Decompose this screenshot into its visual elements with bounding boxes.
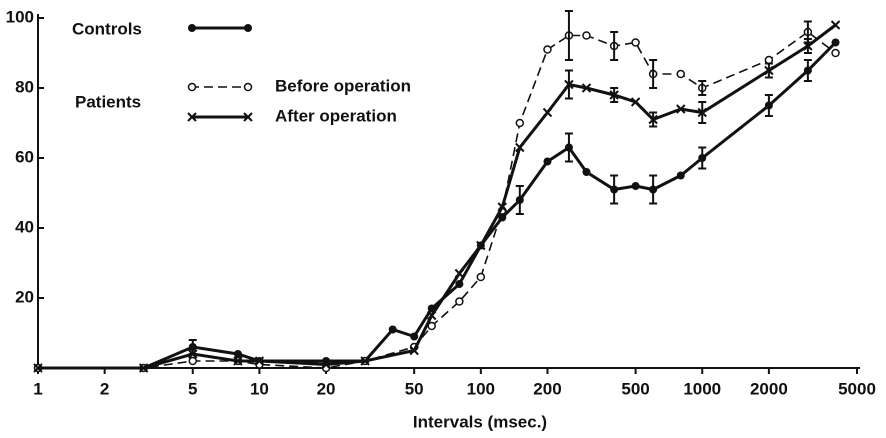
legend-marker (187, 112, 197, 122)
error-bar (610, 31, 619, 61)
error-bar (649, 174, 658, 205)
y-tick-label: 100 (6, 7, 34, 26)
point (543, 45, 552, 54)
point (388, 325, 397, 334)
point (476, 272, 486, 282)
error-bar (515, 185, 524, 215)
point (188, 356, 198, 366)
legend-marker (243, 112, 253, 122)
point (410, 332, 419, 341)
error-bar (803, 38, 812, 54)
series-line (38, 41, 837, 370)
point (676, 69, 686, 79)
point (831, 38, 840, 47)
point (254, 356, 265, 366)
point (454, 268, 465, 279)
y-tick-label: 40 (15, 217, 34, 236)
x-tick-label: 1 (33, 379, 42, 398)
point (676, 171, 685, 180)
point (138, 363, 149, 373)
error-bar (764, 94, 773, 117)
legend-marker (244, 24, 252, 32)
error-bar (698, 80, 707, 96)
point (676, 104, 686, 114)
point (515, 118, 525, 128)
y-tick-label: 60 (15, 147, 34, 166)
point (233, 356, 243, 366)
point (409, 345, 419, 356)
legend-label: After operation (275, 106, 397, 125)
point (233, 350, 242, 358)
point (582, 31, 591, 40)
point (455, 280, 464, 288)
legend-marker (243, 82, 253, 92)
x-tick-label: 10 (250, 379, 269, 398)
series-line (38, 31, 837, 369)
x-tick-label: 500 (621, 379, 649, 398)
point (426, 310, 437, 321)
point (476, 240, 486, 251)
x-tick-label: 2 (100, 379, 109, 398)
point (455, 297, 464, 306)
x-tick-label: 50 (405, 379, 424, 398)
point (630, 97, 641, 107)
point (498, 213, 507, 222)
legend-marker (188, 24, 196, 32)
error-bar (649, 111, 658, 128)
error-bar (764, 62, 773, 79)
point (427, 321, 436, 331)
error-bar (698, 146, 707, 170)
point (497, 202, 507, 212)
x-axis-label: Intervals (msec.) (413, 412, 547, 431)
point (543, 157, 552, 166)
error-bar (803, 59, 812, 82)
point (631, 182, 640, 190)
point (581, 83, 592, 93)
legend-label: Before operation (275, 76, 411, 95)
error-bar (649, 59, 658, 89)
point (830, 20, 841, 30)
x-tick-label: 1000 (683, 379, 721, 398)
error-bar (564, 10, 573, 61)
x-tick-label: 5 (188, 379, 197, 398)
point (33, 363, 43, 373)
y-tick-label: 20 (15, 287, 34, 306)
error-bar (564, 69, 573, 100)
point (831, 48, 840, 58)
point (321, 359, 331, 370)
error-bar (698, 101, 707, 124)
x-tick-label: 200 (533, 379, 561, 398)
point (764, 55, 774, 65)
point (582, 168, 591, 176)
x-tick-label: 100 (467, 379, 495, 398)
point (542, 107, 553, 118)
legend-group-label: Patients (75, 92, 141, 111)
x-tick-label: 20 (317, 379, 336, 398)
series-line (38, 23, 837, 370)
point (360, 356, 370, 366)
x-tick-label: 5000 (838, 379, 876, 398)
error-bar (564, 132, 573, 163)
x-tick-label: 2000 (750, 379, 788, 398)
error-bar (610, 87, 619, 103)
error-bar (610, 174, 619, 205)
point (188, 349, 198, 359)
legend-label: Controls (72, 19, 142, 38)
point (515, 142, 525, 153)
point (631, 38, 640, 47)
legend-marker (187, 82, 197, 92)
y-tick-label: 80 (15, 77, 34, 96)
